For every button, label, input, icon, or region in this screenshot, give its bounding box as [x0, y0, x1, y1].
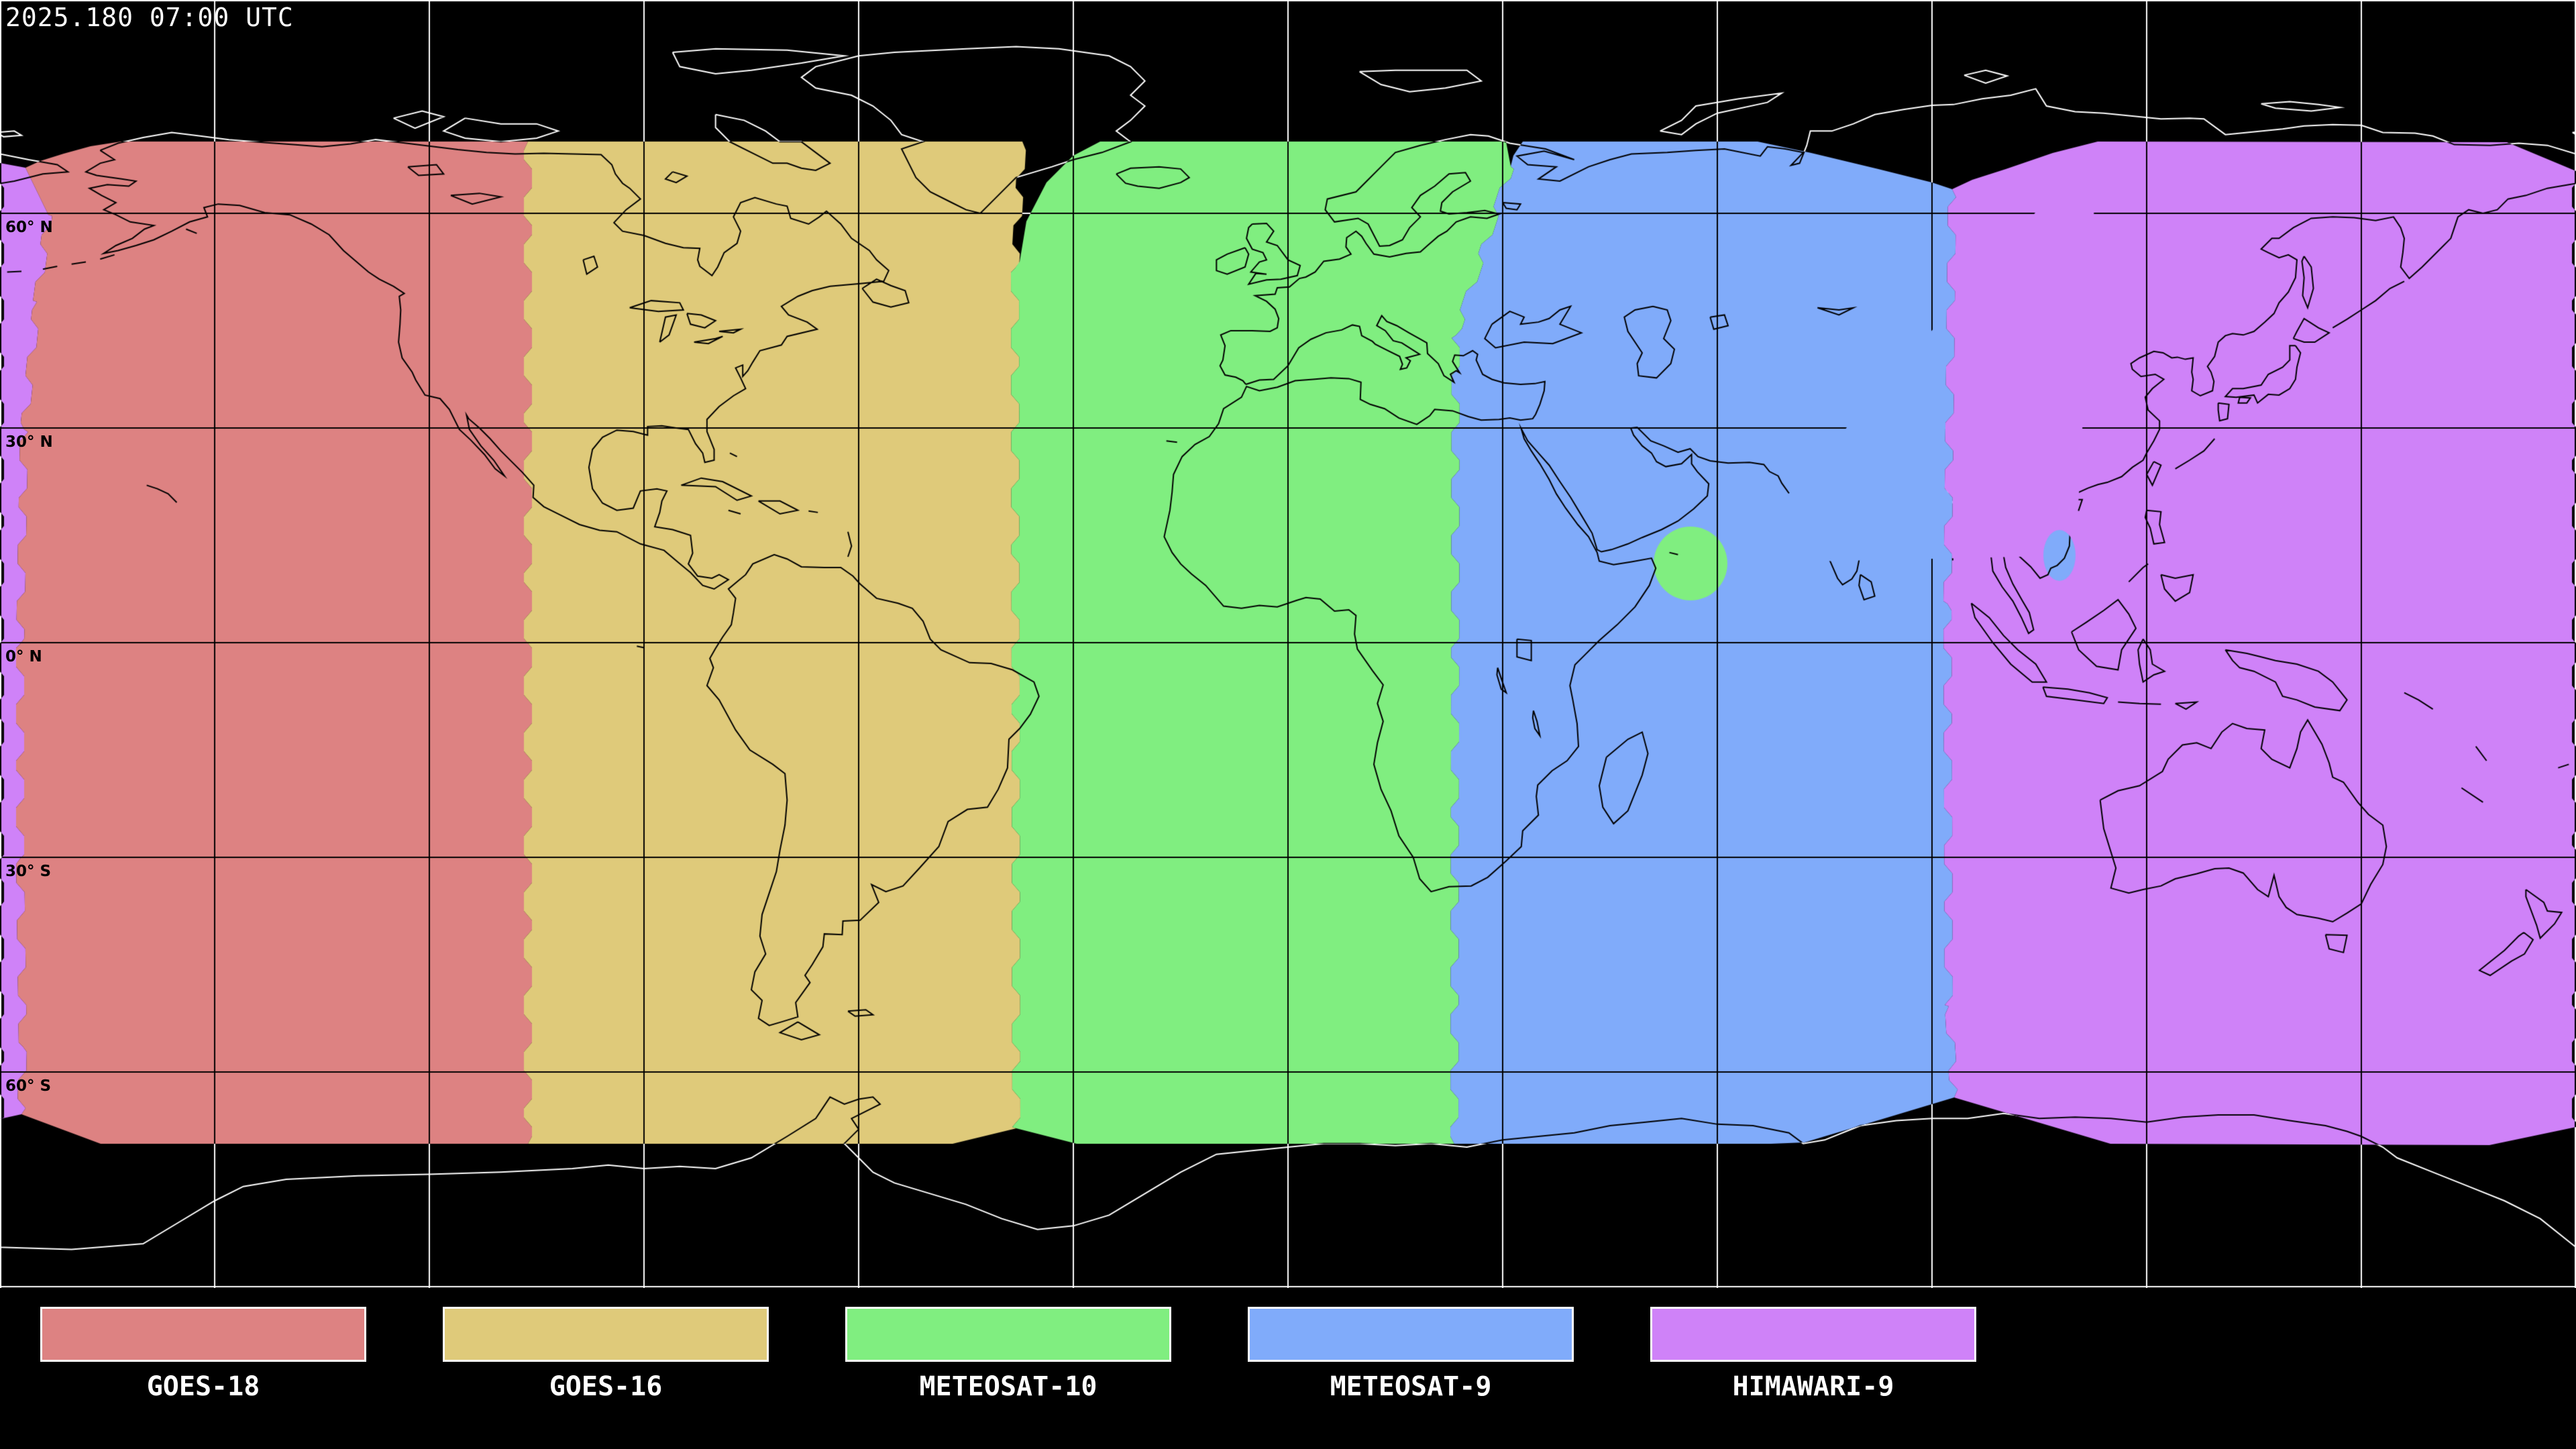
legend-item-himawari9: HIMAWARI-9 — [1650, 1307, 1976, 1402]
legend-item-meteosat10: METEOSAT-10 — [845, 1307, 1171, 1402]
legend-label-goes16: GOES-16 — [549, 1371, 663, 1402]
legend-swatch-meteosat10 — [845, 1307, 1171, 1362]
legend-item-goes16: GOES-16 — [443, 1307, 769, 1402]
legend-label-meteosat10: METEOSAT-10 — [919, 1371, 1097, 1402]
legend-label-goes18: GOES-18 — [146, 1371, 260, 1402]
legend-item-goes18: GOES-18 — [40, 1307, 366, 1402]
lat-label-0n: 0° N — [5, 648, 42, 665]
lat-label-30n: 30° N — [5, 433, 53, 451]
lat-label-30s: 30° S — [5, 863, 52, 880]
lat-label-60s: 60° S — [5, 1077, 52, 1095]
legend-label-meteosat9: METEOSAT-9 — [1330, 1371, 1492, 1402]
legend-item-meteosat9: METEOSAT-9 — [1248, 1307, 1574, 1402]
lat-label-60n: 60° N — [5, 219, 53, 236]
legend-swatch-goes16 — [443, 1307, 769, 1362]
coverage-map-canvas — [0, 0, 2576, 1288]
legend-swatch-meteosat9 — [1248, 1307, 1574, 1362]
timestamp-label: 2025.180 07:00 UTC — [5, 3, 294, 32]
legend-swatch-himawari9 — [1650, 1307, 1976, 1362]
legend-label-himawari9: HIMAWARI-9 — [1732, 1371, 1894, 1402]
legend-swatch-goes18 — [40, 1307, 366, 1362]
